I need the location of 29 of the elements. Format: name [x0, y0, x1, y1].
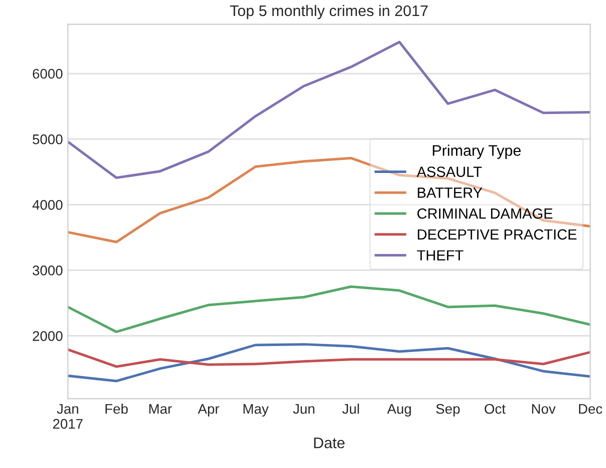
x-tick-label: Nov: [532, 404, 556, 414]
x-tick-label: Sep: [436, 404, 460, 417]
legend-label: BATTERY: [418, 188, 482, 198]
x-tick-label: Feb: [106, 404, 128, 414]
x-tick-label: Aug: [387, 404, 411, 417]
legend-label: ASSAULT: [416, 166, 482, 177]
x-tick-label: Dec: [579, 404, 602, 414]
x-axis-title: Date: [314, 438, 345, 448]
x-tick-label: Jun: [293, 404, 314, 414]
x-tick-label: May: [244, 404, 269, 417]
line-series: [68, 285, 590, 334]
y-tick-label: 5000: [32, 134, 62, 144]
legend-label: CRIMINAL DAMAGE: [417, 208, 552, 219]
chart-title: Top 5 monthly crimes in 2017: [230, 4, 428, 20]
x-tick-label: Oct: [484, 404, 506, 414]
y-tick-label: 6000: [32, 68, 62, 79]
line-series: [68, 343, 590, 382]
y-tick-label: 2000: [32, 331, 62, 341]
x-tick-label: Apr: [198, 404, 220, 417]
x-tick-label: Mar: [149, 404, 172, 414]
x-tick-label: Jan 2017: [53, 404, 83, 429]
legend-label: THEFT: [417, 250, 464, 260]
y-tick-label: 3000: [32, 266, 62, 276]
x-tick-label: Jul: [342, 404, 359, 414]
legend-title: Primary Type: [432, 144, 521, 159]
legend-label: DECEPTIVE PRACTICE: [418, 229, 576, 240]
y-tick-label: 4000: [32, 200, 62, 210]
line-series: [68, 40, 590, 180]
line-series: [68, 348, 590, 368]
